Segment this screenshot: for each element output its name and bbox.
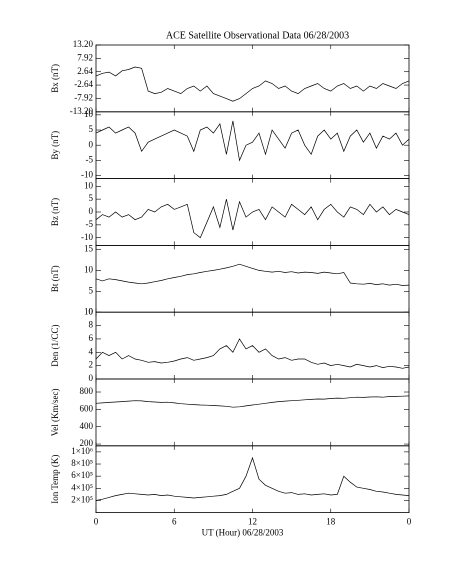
y-tick-label: 400: [80, 421, 94, 431]
y-axis-label: Bx (nT): [50, 64, 60, 93]
data-line: [95, 395, 410, 408]
y-tick-label: 8: [89, 320, 94, 330]
x-tick-label: 18: [326, 517, 336, 527]
y-tick-label: 13.20: [73, 39, 94, 49]
x-tick-label: 12: [248, 517, 257, 527]
y-axis-label: Den (1/CC): [50, 324, 60, 366]
panel-frame: [95, 445, 410, 513]
y-axis-label: Vel (Km/sec): [50, 389, 60, 437]
y-axis-label: Bt (nT): [50, 265, 60, 292]
chart-title: ACE Satellite Observational Data 06/28/2…: [166, 30, 349, 41]
panel-frame: [95, 111, 410, 180]
y-tick-label: 5: [89, 285, 94, 295]
panel-frame: [95, 378, 410, 447]
data-line: [95, 263, 410, 286]
y-tick-label: -10: [81, 232, 93, 242]
y-tick-label: 200: [80, 438, 94, 448]
y-tick-label: 5: [89, 124, 94, 134]
data-line: [95, 456, 410, 501]
y-tick-label: -2.64: [74, 79, 93, 89]
y-tick-label: 10: [84, 306, 94, 316]
y-tick-label: 2.64: [77, 66, 93, 76]
y-tick-label: 4: [89, 346, 94, 356]
panel-frame: [95, 244, 410, 313]
y-tick-label: -10: [81, 170, 93, 180]
y-tick-label: 1×10⁶: [71, 446, 93, 456]
x-axis-label: UT (Hour) 06/28/2003: [202, 528, 284, 538]
x-tick-label: 0: [407, 517, 412, 527]
data-line: [95, 338, 410, 369]
y-tick-label: -5: [86, 154, 94, 164]
panel-frame: [95, 44, 410, 113]
y-tick-label: -7.92: [74, 93, 93, 103]
data-line: [95, 66, 410, 102]
y-tick-label: 2×10⁵: [71, 495, 93, 505]
data-line: [95, 120, 410, 162]
data-line: [95, 199, 410, 239]
y-tick-label: 10: [84, 180, 94, 190]
y-tick-label: 7.92: [77, 52, 93, 62]
x-tick-label: 6: [172, 517, 177, 527]
y-tick-label: -13.20: [70, 106, 94, 116]
y-tick-label: 2: [89, 360, 94, 370]
y-axis-label: Bz (nT): [50, 198, 60, 226]
y-tick-label: 10: [84, 265, 94, 275]
y-tick-label: 5: [89, 193, 94, 203]
y-tick-label: 0: [89, 139, 94, 149]
y-tick-label: -5: [86, 219, 94, 229]
x-tick-label: 0: [94, 517, 99, 527]
y-tick-label: 8×10⁵: [71, 458, 93, 468]
y-tick-label: 0: [89, 373, 94, 383]
y-axis-label: By (nT): [50, 131, 60, 160]
y-tick-label: 4×10⁵: [71, 482, 93, 492]
y-tick-label: 600: [80, 403, 94, 413]
y-tick-label: 6×10⁵: [71, 470, 93, 480]
y-tick-label: 10: [84, 109, 94, 119]
y-axis-label: Ion Temp (K): [50, 455, 60, 504]
y-tick-label: 15: [84, 244, 94, 254]
y-tick-label: 6: [89, 333, 94, 343]
y-tick-label: 0: [89, 206, 94, 216]
y-tick-label: 0: [89, 306, 94, 316]
y-tick-label: 800: [80, 386, 94, 396]
